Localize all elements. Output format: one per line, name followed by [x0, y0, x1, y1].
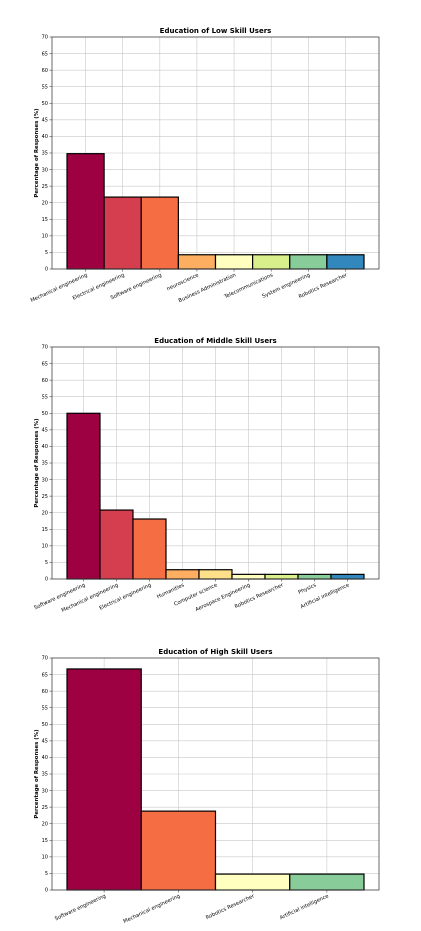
- y-tick-label: 60: [42, 378, 48, 384]
- y-tick-label: 60: [42, 689, 48, 695]
- bar-6: [289, 254, 328, 270]
- y-tick-label: 10: [42, 855, 48, 861]
- bar-4: [198, 569, 233, 580]
- bar-5: [231, 573, 266, 580]
- y-tick-label: 30: [42, 167, 48, 173]
- bar-8: [330, 573, 365, 580]
- plot-frame: [51, 657, 380, 891]
- chart-2: Education of High Skill Users 0 5 10 15 20 25 3…: [34, 648, 380, 925]
- bar-2: [140, 196, 179, 270]
- y-tick-label: 55: [42, 84, 48, 90]
- y-tick-label: 15: [42, 527, 48, 533]
- y-tick-label: 65: [42, 672, 48, 678]
- y-tick-label: 45: [42, 739, 48, 745]
- y-tick-label: 40: [42, 134, 48, 140]
- chart-0: Education of Low Skill Users 0 5 10 15 20 25 30…: [30, 27, 380, 304]
- y-axis-label: Percentage of Responses (%): [34, 729, 40, 818]
- bar-4: [214, 254, 254, 270]
- x-tick-label: Mechanical engineering: [61, 582, 120, 614]
- y-tick-label: 35: [42, 151, 48, 157]
- bar-5: [252, 254, 291, 270]
- chart-title: Education of Middle Skill Users: [154, 337, 276, 345]
- bar-3: [289, 873, 365, 891]
- x-tick-label: neuroscience: [166, 272, 200, 292]
- y-tick-label: 30: [42, 477, 48, 483]
- x-tick-label: Software engineering: [33, 582, 86, 611]
- chart-1: Education of Middle Skill Users 0 5 10 15 20 2…: [33, 337, 380, 614]
- y-tick-label: 25: [42, 805, 48, 811]
- bar-0: [66, 668, 142, 891]
- y-tick-label: 5: [45, 560, 48, 566]
- y-tick-label: 40: [42, 444, 48, 450]
- y-tick-label: 50: [42, 722, 48, 728]
- chart-title: Education of Low Skill Users: [160, 27, 272, 35]
- y-tick-label: 0: [45, 267, 48, 273]
- x-tick-label: Artificial intelligence: [279, 893, 330, 921]
- y-tick-label: 25: [42, 184, 48, 190]
- y-tick-label: 25: [42, 494, 48, 500]
- y-tick-label: 70: [42, 35, 48, 41]
- y-tick-label: 65: [42, 361, 48, 367]
- bar-0: [66, 412, 101, 580]
- y-tick-label: 60: [42, 68, 48, 74]
- bar-7: [297, 573, 332, 580]
- y-tick-label: 30: [42, 788, 48, 794]
- y-tick-label: 45: [42, 428, 48, 434]
- y-tick-label: 20: [42, 821, 48, 827]
- x-tick-label: Physics: [297, 582, 317, 596]
- y-tick-label: 5: [45, 250, 48, 256]
- y-tick-label: 35: [42, 772, 48, 778]
- y-tick-label: 20: [42, 510, 48, 516]
- y-tick-label: 45: [42, 118, 48, 124]
- bar-2: [214, 873, 291, 891]
- y-tick-label: 10: [42, 544, 48, 550]
- y-tick-label: 55: [42, 705, 48, 711]
- y-tick-label: 15: [42, 838, 48, 844]
- y-tick-label: 10: [42, 234, 48, 240]
- bar-1: [99, 509, 134, 580]
- bar-7: [326, 254, 365, 270]
- y-tick-label: 70: [42, 345, 48, 351]
- bar-6: [264, 573, 299, 580]
- y-tick-label: 0: [45, 577, 48, 583]
- plot-frame: [51, 36, 380, 270]
- bar-3: [177, 254, 217, 270]
- y-axis-label: Percentage of Responses (%): [34, 418, 40, 507]
- y-tick-label: 50: [42, 411, 48, 417]
- x-tick-label: Aerospace Engineering: [195, 582, 252, 613]
- y-tick-label: 35: [42, 461, 48, 467]
- bar-2: [132, 518, 167, 580]
- y-tick-label: 5: [45, 871, 48, 877]
- y-tick-label: 40: [42, 755, 48, 761]
- bar-3: [165, 569, 200, 580]
- y-tick-label: 65: [42, 51, 48, 57]
- y-axis-label: Percentage of Responses (%): [34, 108, 40, 197]
- y-tick-label: 70: [42, 656, 48, 662]
- x-tick-label: Software engineering: [54, 893, 107, 922]
- y-tick-label: 55: [42, 394, 48, 400]
- y-tick-label: 0: [45, 888, 48, 894]
- bar-1: [140, 810, 217, 891]
- x-tick-label: Mechanical engineering: [30, 272, 89, 304]
- x-tick-label: Mechanical engineering: [123, 893, 182, 925]
- bar-0: [66, 153, 105, 270]
- y-tick-label: 15: [42, 217, 48, 223]
- y-tick-label: 20: [42, 200, 48, 206]
- bar-1: [103, 196, 142, 270]
- x-tick-label: Robotics Researcher: [205, 893, 256, 921]
- chart-title: Education of High Skill Users: [158, 648, 272, 656]
- y-tick-label: 50: [42, 101, 48, 107]
